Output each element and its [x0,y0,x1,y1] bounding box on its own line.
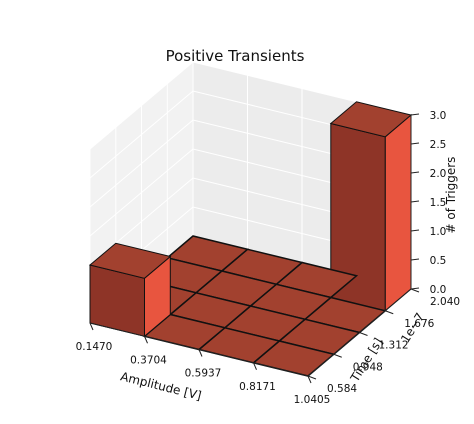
z-tick-label: 1.0 [430,226,447,238]
z-tick-mark [410,229,420,232]
z-axis-label: # of Triggers [444,157,458,234]
z-tick-mark [410,287,420,290]
x-tick-label: 1.0405 [294,394,331,406]
y-tick-mark [359,332,368,336]
x-tick-mark [307,375,312,384]
x-tick-mark [89,322,94,331]
x-tick-mark [198,349,203,357]
bar [329,101,413,312]
y-tick-label: 2.040 [430,296,460,308]
x-tick-label: 0.8171 [239,381,276,393]
y-tick-mark [307,375,317,380]
chart-bars [88,101,413,377]
y-tick-mark [385,310,394,315]
z-tick-mark [410,258,420,261]
grid-line-z [89,61,412,150]
x-tick-label: 0.1470 [76,341,113,353]
bar-top-face [88,242,172,279]
z-tick-label: 2.0 [430,168,447,180]
z-tick-mark [410,200,420,203]
y-tick-mark [410,288,420,293]
z-tick-label: 0.0 [430,284,447,296]
y-tick-label: 0.584 [327,383,357,395]
bar [88,242,172,338]
y-tick-label: 1.676 [404,318,434,330]
z-tick-mark [410,142,420,145]
z-tick-label: 0.5 [430,255,447,267]
z-tick-label: 1.5 [430,197,447,209]
x-tick-label: 0.3704 [130,354,167,366]
x-tick-mark [144,336,148,344]
z-tick-label: 3.0 [430,110,447,122]
y-tick-label: 0.948 [353,361,383,373]
x-tick-label: 0.5937 [185,368,222,380]
z-tick-mark [410,171,420,174]
bar-side-face [384,113,412,312]
y-tick-label: 1.312 [379,340,409,352]
chart-title: Positive Transients [166,47,305,65]
z-tick-label: 2.5 [430,139,447,151]
x-tick-mark [253,362,257,370]
y-tick-mark [333,353,342,358]
z-tick-mark [410,113,420,116]
